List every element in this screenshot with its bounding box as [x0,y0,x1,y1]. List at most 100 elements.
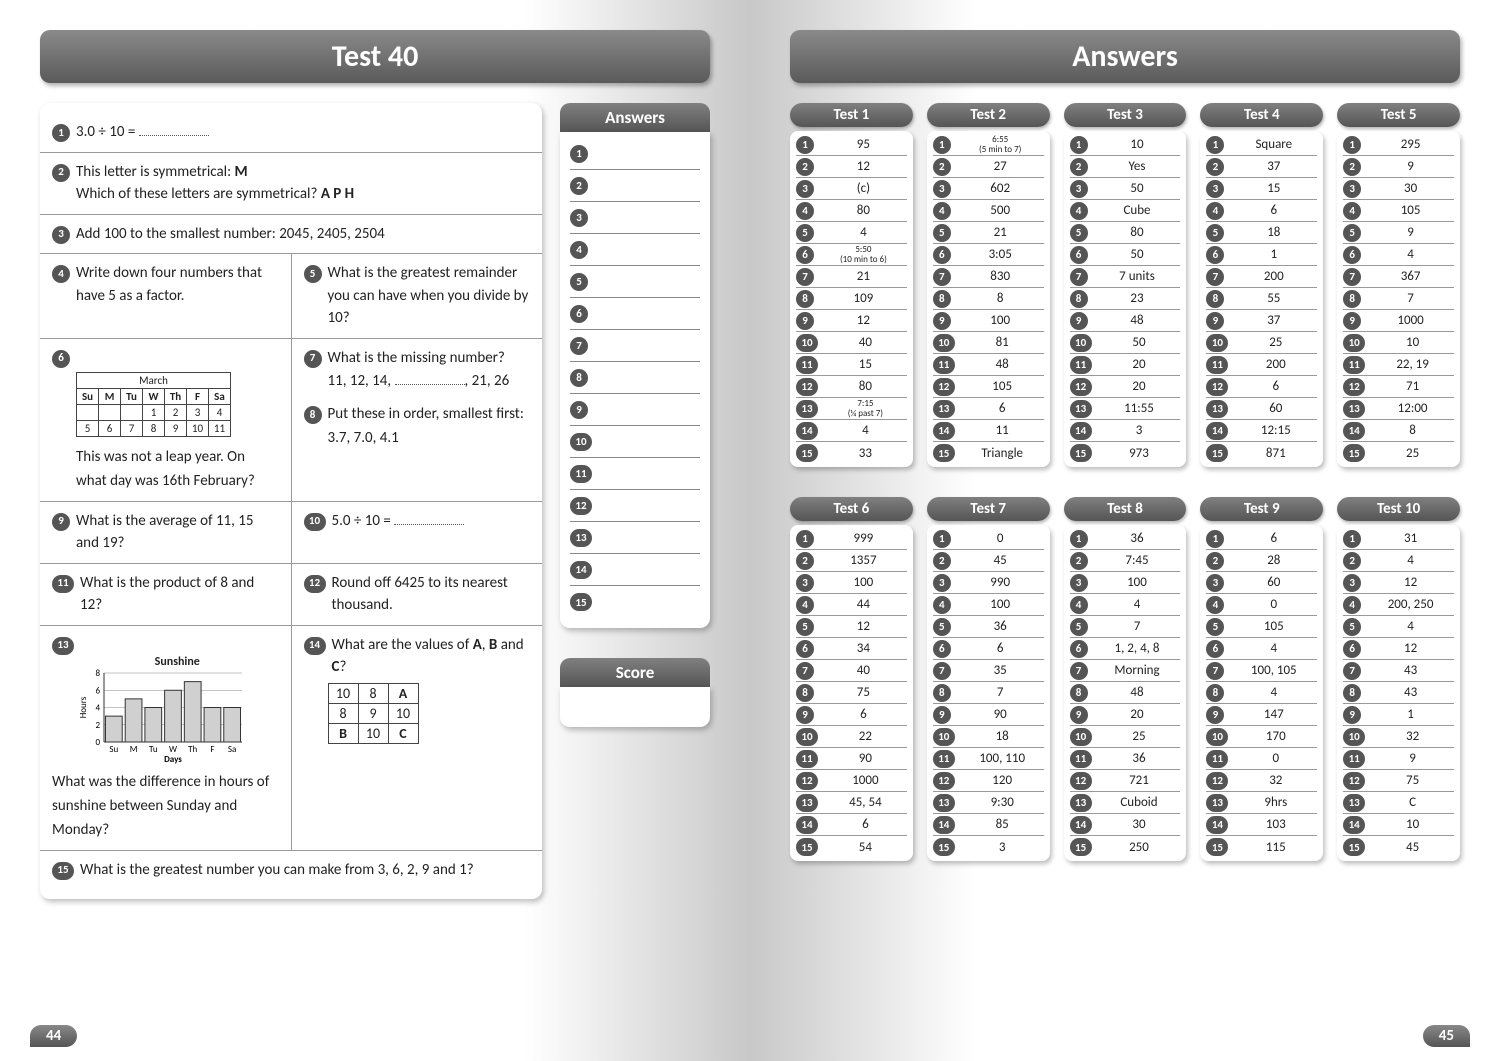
answer-slot[interactable]: 12 [570,490,700,522]
answer-value: 103 [1234,817,1317,832]
answer-badge: 8 [1343,290,1361,308]
test-answer-list: 1 6:55(5 min to 7) 2 27 3 602 4 500 5 21… [927,131,1050,467]
answer-badge: 9 [1343,312,1361,330]
answer-item: 11 100, 110 [933,748,1044,770]
answer-value: 36 [1098,751,1181,766]
answer-item: 2 45 [933,550,1044,572]
answer-value: 6 [824,817,907,832]
answer-slot[interactable]: 4 [570,234,700,266]
answer-item: 3 15 [1206,178,1317,200]
answer-item: 15 250 [1070,836,1181,858]
answer-item: 12 75 [1343,770,1454,792]
answer-slot[interactable]: 11 [570,458,700,490]
answer-badge: 2 [1070,158,1088,176]
answer-value: 6 [820,707,907,722]
answer-item: 6 6 [933,638,1044,660]
answer-slot[interactable]: 2 [570,170,700,202]
answer-value: 40 [820,663,907,678]
answer-slot[interactable]: 8 [570,362,700,394]
answer-value: C [1371,795,1454,810]
answer-item: 5 7 [1070,616,1181,638]
slot-badge: 6 [570,305,588,323]
answer-badge: 12 [933,378,955,396]
answer-badge: 6 [1343,640,1361,658]
answer-item: 8 7 [933,682,1044,704]
answer-item: 4 200, 250 [1343,594,1454,616]
answer-badge: 7 [1206,268,1224,286]
answer-value: 5:50(10 min to 6) [820,245,907,264]
answer-slot[interactable]: 1 [570,138,700,170]
test-answer-list: 1 Square 2 37 3 15 4 6 5 18 6 1 7 200 8 [1200,131,1323,467]
answer-badge: 10 [796,334,818,352]
page-number-left: 44 [30,1025,77,1047]
test-block: Test 7 1 0 2 45 3 990 4 100 5 36 6 6 7 [927,497,1050,861]
answer-badge: 3 [1343,180,1361,198]
test-answer-list: 1 95 2 12 3 (c) 4 80 5 4 6 5:50(10 min t… [790,131,913,467]
answer-value: 18 [961,729,1044,744]
answer-value: 0 [1230,597,1317,612]
answer-badge: 15 [796,444,818,462]
answer-item: 7 830 [933,266,1044,288]
answer-badge: 10 [1343,728,1365,746]
answer-value: 15 [824,357,907,372]
answer-value: 295 [1367,137,1454,152]
answer-slot[interactable]: 7 [570,330,700,362]
answer-slot[interactable]: 13 [570,522,700,554]
answer-item: 14 103 [1206,814,1317,836]
svg-text:Su: Su [109,744,118,755]
answer-value: 4 [1094,597,1181,612]
answer-value: 9 [1367,159,1454,174]
q-badge-10: 10 [304,513,326,531]
answer-slot[interactable]: 5 [570,266,700,298]
answer-value: Square [1230,137,1317,152]
answer-slot[interactable]: 3 [570,202,700,234]
answer-badge: 11 [1206,356,1228,374]
answer-item: 4 44 [796,594,907,616]
answer-badge: 12 [933,772,955,790]
test-block: Test 9 1 6 2 28 3 60 4 0 5 105 6 4 7 10 [1200,497,1323,861]
answer-badge: 9 [1206,312,1224,330]
q11-text: What is the product of 8 and 12? [80,572,279,617]
answer-item: 2 Yes [1070,156,1181,178]
answer-value: 80 [1094,225,1181,240]
answer-value: 367 [1367,269,1454,284]
answer-slot[interactable]: 14 [570,554,700,586]
q8-b: 3.7, 7.0, 4.1 [328,426,531,450]
answer-value: 11 [961,423,1044,438]
answer-item: 3 100 [1070,572,1181,594]
q5-text: What is the greatest remainder you can h… [328,262,531,330]
answer-badge: 8 [1206,290,1224,308]
answer-badge: 14 [933,422,955,440]
answer-value: 12 [820,159,907,174]
answer-value: 43 [1367,685,1454,700]
svg-text:Th: Th [188,744,197,755]
answer-badge: 2 [796,158,814,176]
answer-badge: 9 [796,706,814,724]
answer-value: 200 [1230,269,1317,284]
answer-value: 105 [961,379,1044,394]
answer-value: 250 [1098,840,1181,855]
blank [394,511,464,525]
answer-badge: 11 [796,750,818,768]
test-block-title: Test 5 [1337,103,1460,127]
answer-slot[interactable]: 9 [570,394,700,426]
answer-item: 13 6 [933,398,1044,420]
answer-badge: 7 [933,268,951,286]
q7-b: 11, 12, 14, [328,372,395,390]
slot-badge: 14 [570,561,592,579]
answer-value: 721 [1098,773,1181,788]
test-block-title: Test 2 [927,103,1050,127]
answer-item: 10 32 [1343,726,1454,748]
answer-item: 12 71 [1343,376,1454,398]
answer-slot[interactable]: 6 [570,298,700,330]
answer-item: 12 32 [1206,770,1317,792]
q-badge-2: 2 [52,164,70,182]
svg-text:M: M [130,744,138,755]
answer-item: 2 9 [1343,156,1454,178]
q-badge-8: 8 [304,406,322,424]
answer-slot[interactable]: 10 [570,426,700,458]
answer-slot[interactable]: 15 [570,586,700,618]
answer-value: 999 [820,531,907,546]
answer-badge: 7 [933,662,951,680]
test-block: Test 4 1 Square 2 37 3 15 4 6 5 18 6 1 7 [1200,103,1323,467]
